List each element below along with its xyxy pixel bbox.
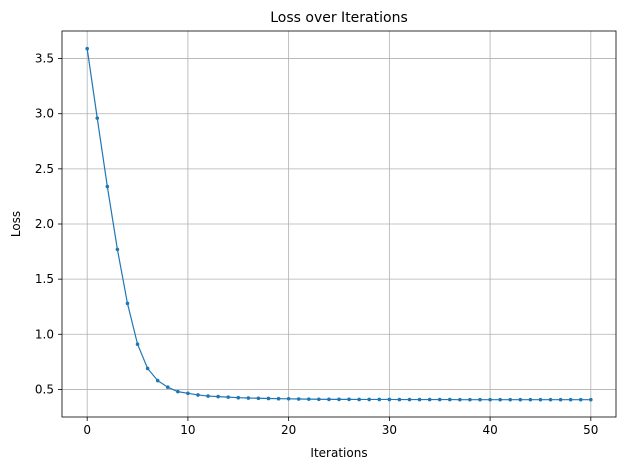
data-point — [538, 397, 543, 402]
data-point — [95, 116, 100, 120]
x-tick-label: 50 — [583, 423, 598, 437]
data-point — [105, 184, 110, 189]
data-point — [125, 301, 130, 306]
data-point — [558, 397, 563, 402]
data-point — [468, 397, 472, 402]
data-point — [347, 397, 351, 402]
data-point — [135, 342, 140, 347]
data-point — [337, 397, 341, 402]
data-point — [256, 396, 261, 401]
data-point — [165, 385, 170, 390]
data-point — [417, 397, 422, 402]
series-layer — [85, 46, 593, 402]
data-point — [478, 397, 482, 402]
data-point — [327, 397, 331, 402]
data-point — [176, 389, 180, 394]
y-tick-label: 2.5 — [35, 162, 54, 176]
y-tick-label: 1.5 — [35, 272, 54, 286]
x-tick-label: 20 — [281, 423, 296, 437]
data-point — [578, 397, 583, 402]
data-point — [568, 397, 573, 402]
data-point — [448, 397, 452, 402]
x-tick-label: 30 — [382, 423, 397, 437]
data-point — [437, 397, 442, 402]
data-point — [145, 366, 150, 371]
data-point — [226, 395, 230, 399]
data-point — [206, 394, 210, 398]
data-point — [155, 378, 160, 383]
data-point — [266, 396, 271, 401]
grid-lines — [62, 31, 616, 417]
data-point — [317, 397, 321, 402]
data-point — [236, 395, 241, 400]
chart-title: Loss over Iterations — [270, 10, 408, 26]
data-point — [216, 394, 220, 399]
data-point — [518, 397, 523, 402]
x-tick-label: 40 — [482, 423, 497, 437]
data-point — [387, 397, 392, 402]
x-tick-label: 0 — [83, 423, 91, 437]
data-point — [548, 397, 553, 402]
data-point — [508, 397, 513, 402]
data-point — [397, 397, 402, 402]
data-point — [115, 247, 120, 252]
y-tick-label: 0.5 — [35, 382, 54, 396]
x-tick-label: 10 — [180, 423, 195, 437]
x-axis-label: Iterations — [310, 446, 367, 460]
y-tick-label: 3.5 — [35, 52, 54, 66]
data-point — [367, 397, 372, 402]
y-axis-label: Loss — [9, 211, 23, 237]
data-point — [196, 393, 200, 397]
data-point — [276, 396, 281, 401]
data-point — [488, 397, 492, 402]
data-point — [528, 397, 533, 402]
data-point — [306, 397, 311, 401]
data-point — [458, 397, 462, 402]
tick-layer: 0 10 20 30 40 50 0.5 1.0 1.5 2.0 2.5 3.0 3.5 — [35, 52, 599, 437]
y-tick-label: 3.0 — [35, 107, 54, 121]
data-point — [286, 397, 291, 401]
data-point — [85, 46, 89, 51]
data-point — [246, 396, 251, 400]
data-point — [498, 397, 502, 402]
data-point — [427, 397, 432, 402]
data-point — [589, 397, 593, 402]
y-tick-label: 1.0 — [35, 327, 54, 341]
data-point — [296, 397, 301, 401]
data-point — [357, 397, 361, 402]
data-point — [186, 391, 190, 396]
data-point — [407, 397, 412, 402]
y-tick-label: 2.0 — [35, 217, 54, 231]
data-point — [377, 397, 382, 402]
